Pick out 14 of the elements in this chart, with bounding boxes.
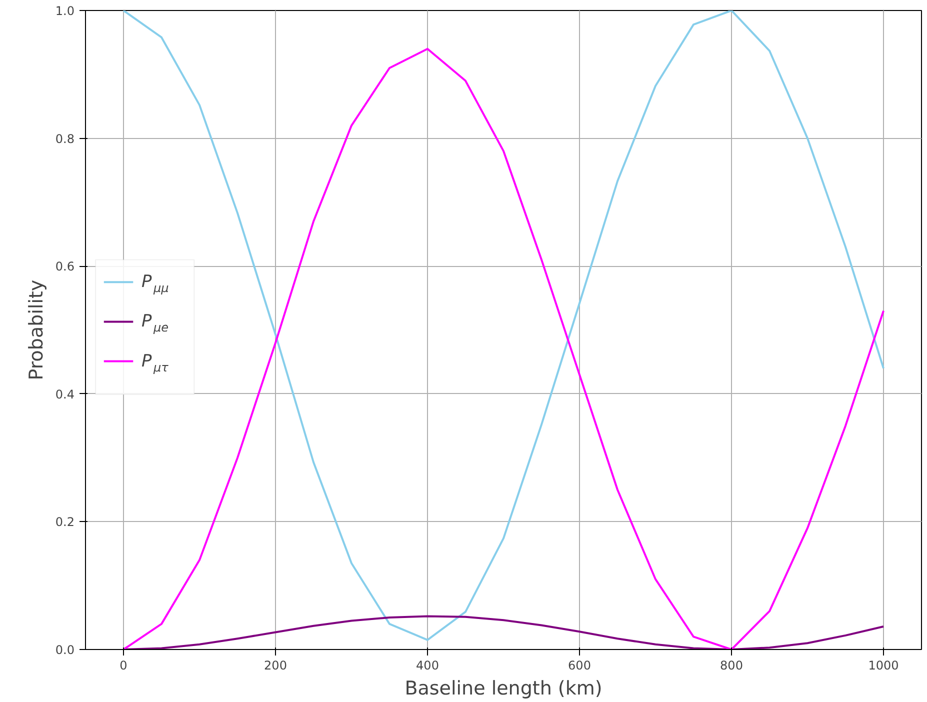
y-tick-label: 0.2	[55, 515, 75, 530]
x-axis-title: Baseline length (km)	[404, 678, 602, 700]
y-axis-title: Probability	[25, 280, 48, 380]
x-tick-label: 400	[416, 658, 439, 672]
y-tick-label: 0.0	[55, 643, 75, 657]
y-tick-label: 1.0	[55, 4, 75, 18]
x-tick-label: 1000	[868, 658, 899, 672]
x-tick-label: 0	[120, 658, 128, 672]
x-tick-label: 800	[720, 658, 743, 672]
x-tick-label: 200	[264, 658, 287, 672]
y-tick-label: 0.6	[55, 260, 75, 274]
y-tick-label: 0.4	[55, 387, 75, 402]
x-tick-label: 600	[568, 658, 591, 672]
y-tick-label: 0.8	[55, 132, 75, 146]
